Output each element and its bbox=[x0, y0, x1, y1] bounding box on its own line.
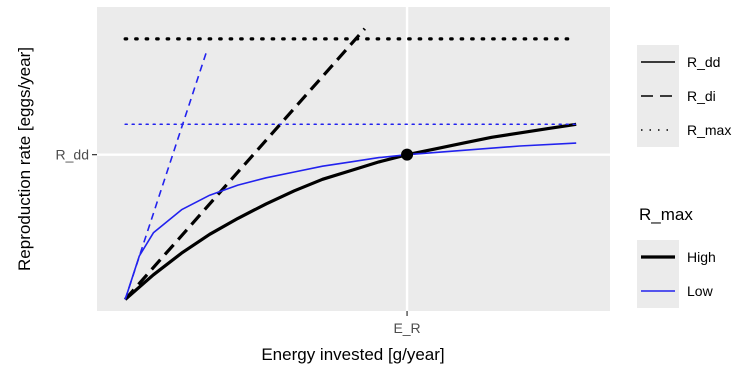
axes: E_R R_dd bbox=[56, 147, 421, 336]
y-tick-label: R_dd bbox=[56, 147, 89, 163]
low-r-di-line bbox=[124, 50, 208, 300]
legend-linetype-label: R_di bbox=[687, 88, 716, 104]
x-axis-title: Energy invested [g/year] bbox=[261, 345, 444, 364]
high-r-dd-curve bbox=[124, 122, 577, 301]
equilibrium-point bbox=[401, 148, 414, 161]
legend-linetype-label: R_max bbox=[687, 122, 731, 138]
legend-linetype-label: R_dd bbox=[687, 54, 720, 70]
legend-color-keys-bg bbox=[637, 240, 679, 308]
x-tick-label: E_R bbox=[393, 320, 420, 336]
legend-color-label: High bbox=[687, 249, 716, 265]
plot-panel bbox=[97, 7, 610, 311]
legend-color-title: R_max bbox=[639, 205, 693, 224]
legend-color: R_max High Low bbox=[637, 205, 716, 308]
legend-color-label: Low bbox=[687, 283, 714, 299]
legend-linetype: R_dd R_di R_max bbox=[637, 45, 731, 147]
high-r-di-line bbox=[123, 27, 366, 301]
series-layer bbox=[123, 27, 578, 301]
low-r-dd-curve bbox=[124, 142, 577, 300]
y-axis-title: Reproduction rate [eggs/year] bbox=[15, 47, 34, 271]
